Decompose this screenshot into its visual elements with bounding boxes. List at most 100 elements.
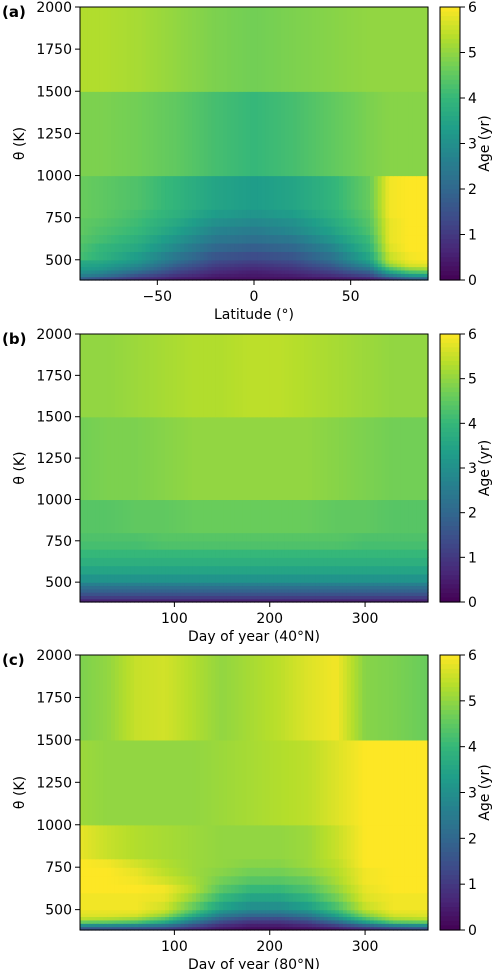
heatmap-cell	[223, 540, 228, 550]
heatmap-cell	[300, 242, 305, 252]
heatmap-cell	[342, 582, 348, 587]
heatmap-cell	[107, 858, 112, 868]
heatmap-cell	[215, 549, 220, 558]
heatmap-cell	[304, 913, 309, 918]
heatmap-cell	[350, 858, 356, 868]
heatmap-cell	[315, 595, 321, 600]
heatmap-cell	[412, 532, 417, 542]
heatmap-cell	[370, 234, 375, 244]
heatmap-cell	[188, 901, 193, 911]
heatmap-cell	[99, 565, 104, 575]
colorbar-segment	[440, 161, 460, 167]
heatmap-cell	[381, 592, 387, 596]
heatmap-cell	[397, 901, 402, 911]
heatmap-cell	[408, 209, 414, 219]
heatmap-cell	[83, 585, 89, 590]
heatmap-cell	[373, 909, 379, 914]
heatmap-cell	[277, 739, 282, 826]
heatmap-cell	[335, 867, 340, 877]
heatmap-cell	[265, 242, 271, 252]
heatmap-cell	[83, 598, 89, 603]
heatmap-cell	[397, 234, 402, 244]
heatmap-cell	[331, 532, 336, 542]
heatmap-cell	[254, 655, 259, 741]
heatmap-cell	[176, 923, 182, 928]
heatmap-cell	[397, 739, 402, 826]
heatmap-cell	[424, 266, 429, 271]
heatmap-cell	[281, 540, 286, 550]
heatmap-cell	[180, 334, 185, 418]
heatmap-cell	[138, 91, 143, 177]
heatmap-cell	[339, 334, 344, 418]
heatmap-cell	[184, 923, 189, 928]
heatmap-cell	[87, 923, 93, 928]
heatmap-cell	[389, 916, 394, 921]
heatmap-cell	[269, 175, 274, 210]
heatmap-cell	[373, 91, 379, 177]
heatmap-cell	[304, 266, 309, 271]
heatmap-cell	[126, 875, 131, 885]
heatmap-cell	[277, 595, 282, 600]
heatmap-cell	[346, 592, 352, 596]
heatmap-cell	[323, 867, 329, 877]
heatmap-cell	[172, 655, 178, 741]
heatmap-cell	[203, 582, 209, 587]
heatmap-cell	[103, 263, 108, 268]
heatmap-cell	[122, 540, 127, 550]
heatmap-cell	[192, 242, 197, 252]
heatmap-cell	[273, 532, 278, 542]
heatmap-cell	[416, 867, 421, 877]
heatmap-cell	[292, 175, 298, 210]
heatmap-cell	[385, 592, 390, 596]
heatmap-cell	[114, 913, 120, 918]
heatmap-cell	[308, 266, 313, 271]
heatmap-cell	[161, 266, 166, 271]
heatmap-cell	[95, 209, 100, 219]
heatmap-cell	[261, 926, 267, 931]
heatmap-cell	[331, 901, 336, 911]
heatmap-cell	[385, 242, 390, 252]
heatmap-cell	[288, 919, 294, 924]
heatmap-cell	[226, 234, 232, 244]
heatmap-cell	[80, 655, 85, 741]
heatmap-cell	[350, 7, 356, 92]
heatmap-cell	[296, 565, 301, 575]
heatmap-cell	[424, 7, 429, 92]
heatmap-cell	[130, 91, 135, 177]
heatmap-cell	[172, 273, 178, 278]
heatmap-cell	[342, 234, 348, 244]
heatmap-cell	[95, 269, 100, 274]
heatmap-cell	[339, 909, 344, 914]
heatmap-cell	[153, 266, 158, 271]
heatmap-cell	[145, 276, 151, 281]
heatmap-cell	[339, 892, 344, 902]
heatmap-cell	[389, 824, 394, 860]
heatmap-cell	[141, 919, 147, 924]
heatmap-cell	[296, 549, 301, 558]
heatmap-cell	[385, 824, 390, 860]
heatmap-cell	[114, 557, 120, 567]
heatmap-cell	[373, 858, 379, 868]
heatmap-cell	[281, 276, 286, 281]
colorbar-label: Age (yr)	[477, 764, 493, 821]
heatmap-cell	[211, 242, 216, 252]
heatmap-cell	[176, 416, 182, 501]
heatmap-cell	[203, 824, 209, 860]
heatmap-cell	[281, 884, 286, 894]
heatmap-cell	[265, 234, 271, 244]
heatmap-cell	[87, 588, 93, 593]
heatmap-cell	[126, 175, 131, 210]
heatmap-cell	[261, 875, 267, 885]
heatmap-cell	[188, 532, 193, 542]
x-tick-label: 300	[352, 939, 379, 955]
heatmap-cell	[223, 269, 228, 274]
heatmap-cell	[296, 595, 301, 600]
heatmap-cell	[196, 540, 201, 550]
colorbar-segment	[440, 879, 460, 885]
heatmap-cell	[91, 739, 97, 826]
heatmap-cell	[319, 655, 325, 741]
heatmap-cell	[207, 217, 213, 227]
heatmap-cell	[370, 923, 375, 928]
heatmap-cell	[327, 276, 332, 281]
heatmap-cell	[254, 824, 259, 860]
